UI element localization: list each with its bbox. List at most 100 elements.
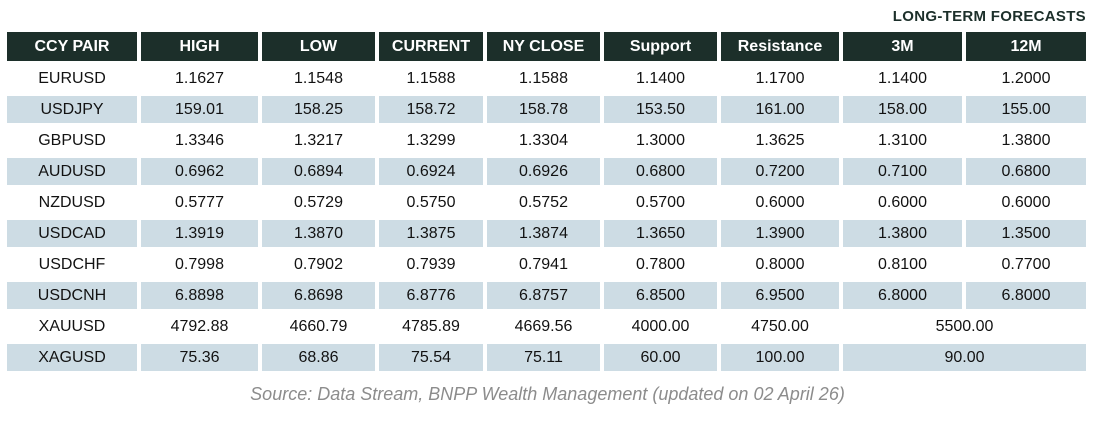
current-cell: 0.5750 [379,189,483,216]
ccy-pair-cell: USDCHF [7,251,137,278]
table-row: EURUSD 1.1627 1.1548 1.1588 1.1588 1.1400 1.17… [7,65,1086,92]
support-cell: 0.5700 [604,189,717,216]
forecast-12m-cell: 155.00 [966,96,1086,123]
current-cell: 158.72 [379,96,483,123]
column-header-12m: 12M [966,32,1086,61]
current-cell: 0.6924 [379,158,483,185]
forecast-3m-cell: 1.3100 [843,127,962,154]
table-row: USDCAD 1.3919 1.3870 1.3875 1.3874 1.3650 1.39… [7,220,1086,247]
current-cell: 1.3875 [379,220,483,247]
table-header-row: CCY PAIR HIGH LOW CURRENT NY CLOSE Suppo… [7,32,1086,61]
high-cell: 4792.88 [141,313,258,340]
current-cell: 1.1588 [379,65,483,92]
resistance-cell: 1.3900 [721,220,839,247]
forecast-3m-cell: 0.8100 [843,251,962,278]
ny-close-cell: 0.6926 [487,158,600,185]
support-cell: 0.7800 [604,251,717,278]
low-cell: 0.5729 [262,189,375,216]
support-cell: 153.50 [604,96,717,123]
support-cell: 1.1400 [604,65,717,92]
column-header-high: HIGH [141,32,258,61]
forecast-12m-cell: 0.7700 [966,251,1086,278]
column-header-resistance: Resistance [721,32,839,61]
ccy-pair-cell: AUDUSD [7,158,137,185]
forecast-12m-cell: 1.2000 [966,65,1086,92]
resistance-cell: 0.7200 [721,158,839,185]
resistance-cell: 0.6000 [721,189,839,216]
current-cell: 1.3299 [379,127,483,154]
long-term-forecasts-label: LONG-TERM FORECASTS [892,8,1086,25]
forecast-3m-cell: 1.1400 [843,65,962,92]
ny-close-cell: 1.3304 [487,127,600,154]
low-cell: 1.3870 [262,220,375,247]
source-note: Source: Data Stream, BNPP Wealth Managem… [250,384,845,404]
low-cell: 1.1548 [262,65,375,92]
low-cell: 0.7902 [262,251,375,278]
support-cell: 0.6800 [604,158,717,185]
forecast-3m-cell: 158.00 [843,96,962,123]
support-cell: 60.00 [604,344,717,371]
fx-forecast-table: CCY PAIR HIGH LOW CURRENT NY CLOSE Suppo… [3,28,1090,375]
column-header-support: Support [604,32,717,61]
column-header-low: LOW [262,32,375,61]
current-cell: 75.54 [379,344,483,371]
fx-forecast-panel: LONG-TERM FORECASTS CCY PAIR HIGH LOW CU… [3,8,1090,404]
forecast-12m-cell: 1.3800 [966,127,1086,154]
ny-close-cell: 4669.56 [487,313,600,340]
forecast-merged-cell: 90.00 [843,344,1086,371]
table-row: NZDUSD 0.5777 0.5729 0.5750 0.5752 0.5700 0.60… [7,189,1086,216]
ny-close-cell: 75.11 [487,344,600,371]
forecast-merged-cell: 5500.00 [843,313,1086,340]
low-cell: 0.6894 [262,158,375,185]
high-cell: 1.1627 [141,65,258,92]
ccy-pair-cell: USDCAD [7,220,137,247]
low-cell: 6.8698 [262,282,375,309]
ny-close-cell: 0.5752 [487,189,600,216]
forecast-12m-cell: 1.3500 [966,220,1086,247]
resistance-cell: 6.9500 [721,282,839,309]
forecast-12m-cell: 0.6000 [966,189,1086,216]
low-cell: 4660.79 [262,313,375,340]
column-header-3m: 3M [843,32,962,61]
low-cell: 1.3217 [262,127,375,154]
table-row: USDCHF 0.7998 0.7902 0.7939 0.7941 0.7800 0.80… [7,251,1086,278]
table-row: AUDUSD 0.6962 0.6894 0.6924 0.6926 0.6800 0.72… [7,158,1086,185]
forecast-12m-cell: 0.6800 [966,158,1086,185]
current-cell: 4785.89 [379,313,483,340]
forecast-12m-cell: 6.8000 [966,282,1086,309]
resistance-cell: 1.3625 [721,127,839,154]
current-cell: 6.8776 [379,282,483,309]
high-cell: 159.01 [141,96,258,123]
high-cell: 75.36 [141,344,258,371]
ny-close-cell: 0.7941 [487,251,600,278]
resistance-cell: 1.1700 [721,65,839,92]
high-cell: 1.3346 [141,127,258,154]
high-cell: 0.7998 [141,251,258,278]
table-row: USDCNH 6.8898 6.8698 6.8776 6.8757 6.8500 6.95… [7,282,1086,309]
ny-close-cell: 1.1588 [487,65,600,92]
table-row: GBPUSD 1.3346 1.3217 1.3299 1.3304 1.3000 1.36… [7,127,1086,154]
low-cell: 158.25 [262,96,375,123]
support-cell: 6.8500 [604,282,717,309]
forecast-3m-cell: 1.3800 [843,220,962,247]
ccy-pair-cell: XAUUSD [7,313,137,340]
resistance-cell: 4750.00 [721,313,839,340]
table-row: USDJPY 159.01 158.25 158.72 158.78 153.50 161.… [7,96,1086,123]
forecast-3m-cell: 0.7100 [843,158,962,185]
ccy-pair-cell: USDCNH [7,282,137,309]
column-header-ccy-pair: CCY PAIR [7,32,137,61]
ccy-pair-cell: GBPUSD [7,127,137,154]
resistance-cell: 0.8000 [721,251,839,278]
table-row: XAGUSD 75.36 68.86 75.54 75.11 60.00 100.00 90.… [7,344,1086,371]
ccy-pair-cell: EURUSD [7,65,137,92]
column-header-ny-close: NY CLOSE [487,32,600,61]
ny-close-cell: 1.3874 [487,220,600,247]
support-cell: 1.3650 [604,220,717,247]
high-cell: 1.3919 [141,220,258,247]
ccy-pair-cell: NZDUSD [7,189,137,216]
fx-table-body: EURUSD 1.1627 1.1548 1.1588 1.1588 1.1400 1.17… [7,65,1086,371]
ccy-pair-cell: XAGUSD [7,344,137,371]
table-row: XAUUSD 4792.88 4660.79 4785.89 4669.56 4000.0… [7,313,1086,340]
forecast-3m-cell: 0.6000 [843,189,962,216]
support-cell: 1.3000 [604,127,717,154]
